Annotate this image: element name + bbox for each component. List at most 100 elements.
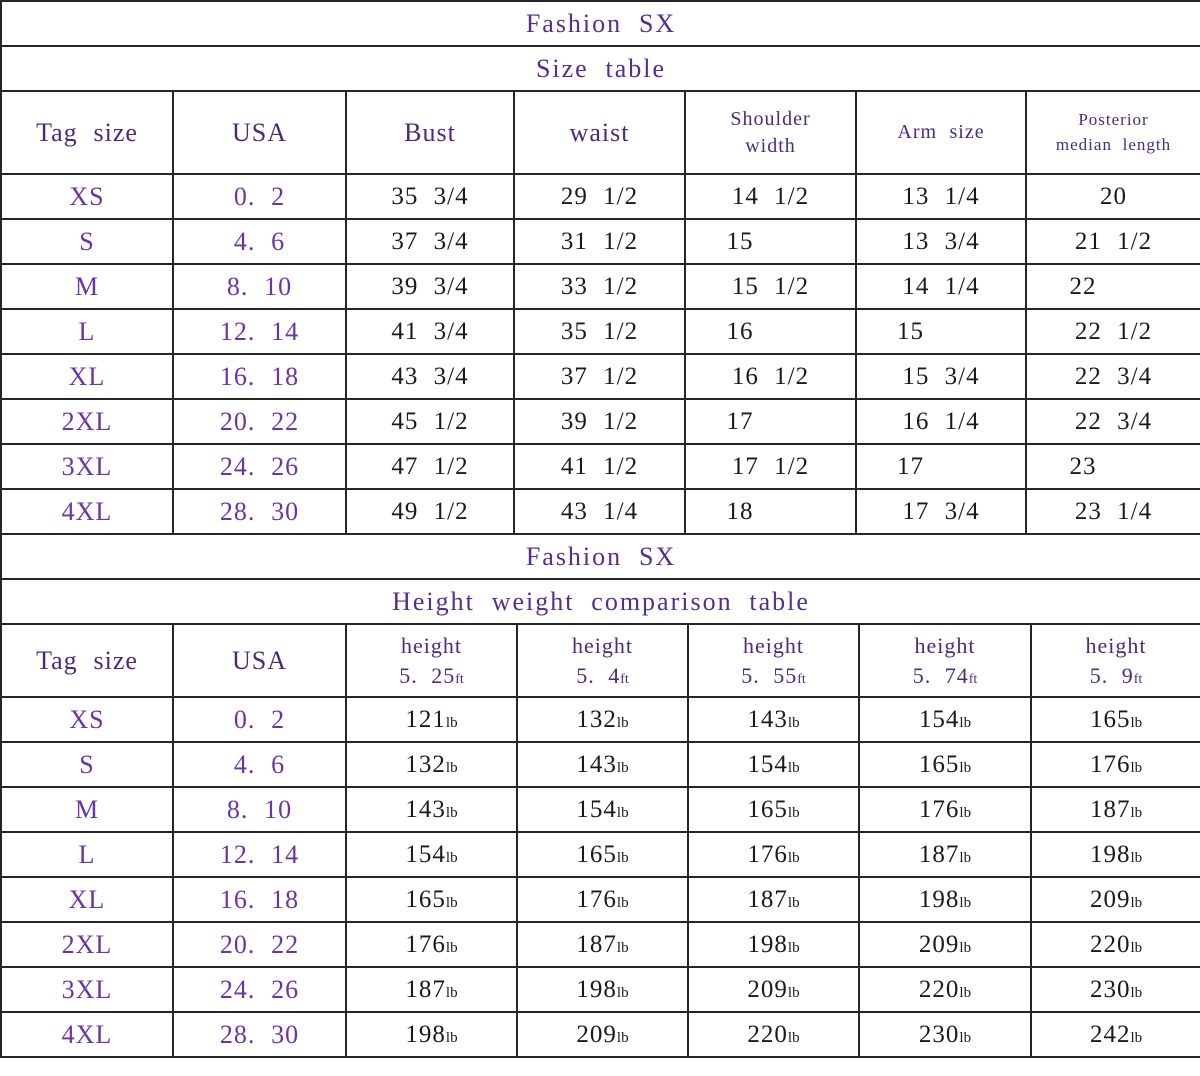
lb-unit: lb [616, 714, 629, 731]
weight-value: 165 [918, 750, 960, 778]
column-header-tag-size: Tag size [0, 90, 174, 175]
lb-unit: lb [616, 1029, 629, 1046]
lb-unit: lb [616, 759, 629, 776]
tag-size-cell: L [0, 831, 174, 878]
height-label: height [401, 632, 462, 658]
tag-size-cell: 3XL [0, 966, 174, 1013]
table-row: 2XL 20. 22 45 1/2 39 1/2 17 16 1/4 22 3/4 [0, 398, 1200, 445]
weight-value: 165 [1089, 705, 1131, 733]
column-header-usa: USA [172, 623, 347, 698]
weight-cell: 187lb [345, 966, 518, 1013]
weight-value: 209 [918, 930, 960, 958]
measurement-cell: 20 [1024, 173, 1200, 220]
weight-cell: 220lb [687, 1011, 860, 1058]
weight-cell: 154lb [516, 786, 689, 833]
lb-unit: lb [445, 759, 458, 776]
weight-value: 242 [1089, 1020, 1131, 1048]
measurement-cell: 49 1/2 [345, 488, 515, 535]
weight-cell: 176lb [516, 876, 689, 923]
table-row: Fashion SX [0, 0, 1200, 47]
weight-value: 132 [576, 705, 617, 733]
ft-unit: ft [797, 671, 806, 687]
column-header-waist: waist [513, 90, 686, 175]
usa-size-cell: 12. 14 [172, 308, 347, 355]
weight-cell: 230lb [1029, 966, 1200, 1013]
usa-size-cell: 0. 2 [172, 696, 347, 743]
weight-cell: 220lb [1029, 921, 1200, 968]
lb-unit: lb [1130, 804, 1143, 821]
size-table-header-row: Tag size USA Bust waist Shoulder width A… [0, 90, 1200, 175]
lb-unit: lb [445, 894, 458, 911]
weight-value: 154 [576, 795, 617, 823]
weight-value: 187 [918, 840, 960, 868]
weight-value: 230 [918, 1020, 960, 1048]
weight-value: 176 [918, 795, 960, 823]
height-value: 5. 4ft [576, 662, 629, 688]
measurement-cell: 14 1/2 [684, 173, 857, 220]
weight-cell: 143lb [687, 696, 860, 743]
weight-value: 198 [405, 1020, 446, 1048]
weight-cell: 187lb [516, 921, 689, 968]
lb-unit: lb [787, 849, 800, 866]
lb-unit: lb [787, 939, 800, 956]
lb-unit: lb [787, 714, 800, 731]
usa-size-cell: 8. 10 [172, 786, 347, 833]
column-header-tag-size: Tag size [0, 623, 174, 698]
measurement-cell: 22 1/2 [1024, 308, 1200, 355]
weight-cell: 209lb [687, 966, 860, 1013]
measurement-cell: 16 1/2 [684, 353, 857, 400]
lb-unit: lb [959, 714, 972, 731]
weight-value: 198 [747, 930, 788, 958]
weight-cell: 209lb [858, 921, 1032, 968]
weight-cell: 143lb [516, 741, 689, 788]
measurement-cell: 13 1/4 [855, 173, 1027, 220]
measurement-cell: 13 3/4 [855, 218, 1027, 265]
table-row: XL 16. 18 43 3/4 37 1/2 16 1/2 15 3/4 22 3/4 [0, 353, 1200, 400]
lb-unit: lb [616, 894, 629, 911]
weight-value: 132 [405, 750, 446, 778]
table-row: 3XL 24. 26 187lb 198lb 209lb 220lb 230lb [0, 966, 1200, 1013]
brand-title: Fashion SX [0, 533, 1200, 580]
lb-unit: lb [959, 984, 972, 1001]
measurement-cell: 39 1/2 [513, 398, 686, 445]
measurement-cell: 43 1/4 [513, 488, 686, 535]
measurement-cell: 41 3/4 [345, 308, 515, 355]
measurement-cell: 22 3/4 [1024, 398, 1200, 445]
weight-value: 187 [405, 975, 446, 1003]
weight-cell: 121lb [345, 696, 518, 743]
column-header-height-5-25ft: height 5. 25ft [345, 623, 518, 698]
weight-cell: 187lb [1029, 786, 1200, 833]
ft-unit: ft [1133, 671, 1143, 687]
measurement-cell: 33 1/2 [513, 263, 686, 310]
height-value: 5. 74ft [912, 662, 978, 688]
column-header-bust: Bust [345, 90, 515, 175]
height-value: 5. 25ft [399, 662, 464, 688]
lb-unit: lb [1130, 894, 1143, 911]
height-label: height [743, 632, 804, 658]
tag-size-cell: M [0, 786, 174, 833]
usa-size-cell: 4. 6 [172, 218, 347, 265]
measurement-cell: 18 [684, 488, 857, 535]
column-header-shoulder-width: Shoulder width [684, 90, 857, 175]
weight-value: 165 [405, 885, 446, 913]
lb-unit: lb [1130, 984, 1143, 1001]
height-label: height [914, 632, 976, 658]
weight-cell: 187lb [687, 876, 860, 923]
usa-size-cell: 4. 6 [172, 741, 347, 788]
weight-value: 220 [1089, 930, 1131, 958]
measurement-cell: 43 3/4 [345, 353, 515, 400]
lb-unit: lb [959, 759, 972, 776]
weight-cell: 176lb [687, 831, 860, 878]
weight-cell: 132lb [516, 696, 689, 743]
weight-cell: 187lb [858, 831, 1032, 878]
weight-cell: 209lb [1029, 876, 1200, 923]
usa-size-cell: 28. 30 [172, 1011, 347, 1058]
weight-value: 176 [747, 840, 788, 868]
table-row: 4XL 28. 30 198lb 209lb 220lb 230lb 242lb [0, 1011, 1200, 1058]
measurement-cell: 22 3/4 [1024, 353, 1200, 400]
weight-cell: 154lb [858, 696, 1032, 743]
lb-unit: lb [1130, 714, 1143, 731]
usa-size-cell: 20. 22 [172, 398, 347, 445]
height-label: height [572, 632, 633, 658]
height-weight-table-body: XS 0. 2 121lb 132lb 143lb 154lb 165lb S 4. 6 132l… [0, 696, 1200, 1058]
